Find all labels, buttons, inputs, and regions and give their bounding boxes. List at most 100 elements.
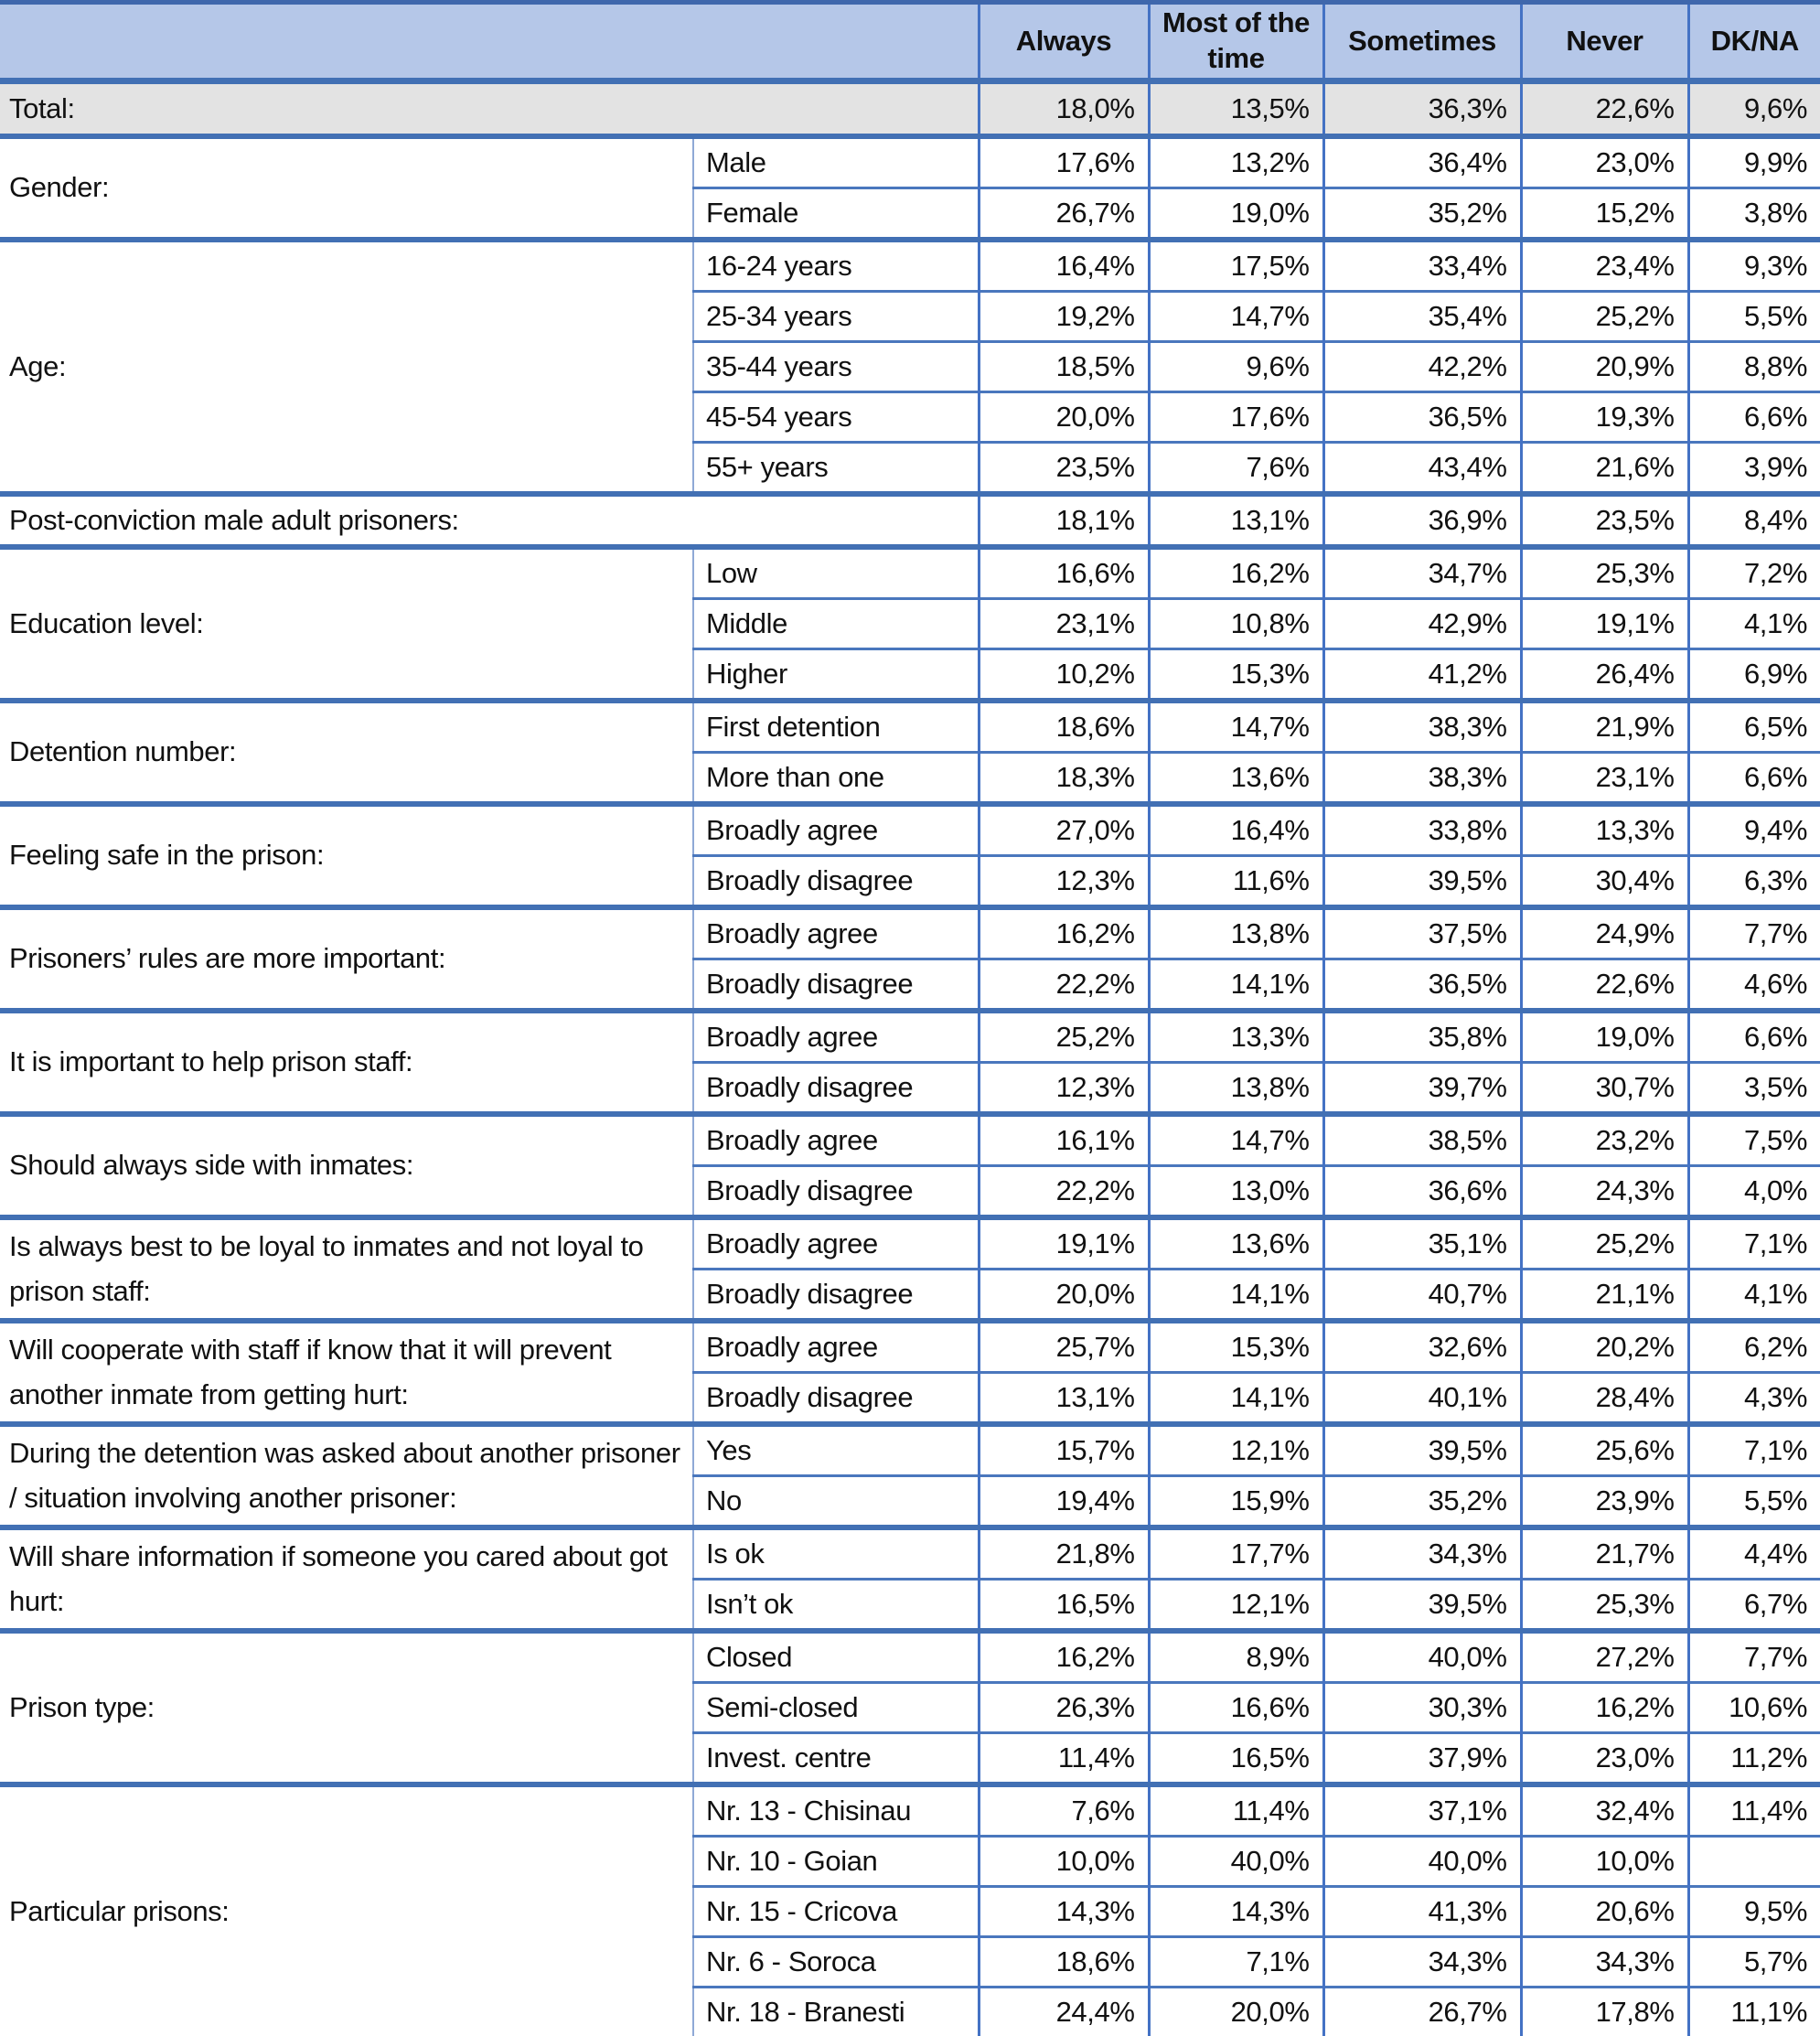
- value-cell: 14,1%: [1149, 1270, 1323, 1322]
- category-cell: During the detention was asked about ano…: [0, 1424, 693, 1527]
- value-cell: 16,4%: [979, 240, 1149, 292]
- value-cell: 3,8%: [1688, 188, 1820, 241]
- value-cell: 35,2%: [1323, 1476, 1521, 1528]
- subcategory-cell: 35-44 years: [693, 342, 979, 392]
- value-cell: 13,2%: [1149, 136, 1323, 188]
- subcategory-cell: Yes: [693, 1424, 979, 1476]
- value-cell: 21,7%: [1521, 1527, 1688, 1580]
- value-cell: 11,4%: [1149, 1784, 1323, 1837]
- value-cell: 20,0%: [979, 1270, 1149, 1322]
- value-cell: 36,5%: [1323, 959, 1521, 1012]
- value-cell: 22,2%: [979, 959, 1149, 1012]
- value-cell: 18,1%: [979, 494, 1149, 547]
- subcategory-cell: Nr. 10 - Goian: [693, 1837, 979, 1887]
- value-cell: 20,0%: [979, 392, 1149, 443]
- value-cell: 19,3%: [1521, 392, 1688, 443]
- value-cell: 22,2%: [979, 1166, 1149, 1218]
- table-row: Should always side with inmates:Broadly …: [0, 1114, 1820, 1166]
- value-cell: 7,7%: [1688, 1631, 1820, 1683]
- value-cell: 11,2%: [1688, 1733, 1820, 1785]
- value-cell: 34,3%: [1521, 1937, 1688, 1988]
- subcategory-cell: Semi-closed: [693, 1683, 979, 1733]
- value-cell: 16,6%: [979, 547, 1149, 599]
- value-cell: 4,1%: [1688, 1270, 1820, 1322]
- value-cell: 10,0%: [979, 1837, 1149, 1887]
- value-cell: 26,3%: [979, 1683, 1149, 1733]
- value-cell: 13,5%: [1149, 81, 1323, 137]
- value-cell: 20,9%: [1521, 342, 1688, 392]
- value-cell: 18,6%: [979, 1937, 1149, 1988]
- value-cell: 13,6%: [1149, 753, 1323, 805]
- subcategory-cell: Broadly disagree: [693, 1270, 979, 1322]
- value-cell: 39,5%: [1323, 1424, 1521, 1476]
- subcategory-cell: Middle: [693, 599, 979, 649]
- value-cell: 13,3%: [1521, 804, 1688, 856]
- value-cell: 25,3%: [1521, 547, 1688, 599]
- value-cell: 23,0%: [1521, 1733, 1688, 1785]
- value-cell: 9,6%: [1688, 81, 1820, 137]
- value-cell: 11,1%: [1688, 1988, 1820, 2036]
- subcategory-cell: Is ok: [693, 1527, 979, 1580]
- value-cell: 21,8%: [979, 1527, 1149, 1580]
- value-cell: 24,4%: [979, 1988, 1149, 2036]
- value-cell: 25,2%: [1521, 1217, 1688, 1270]
- subcategory-cell: Broadly disagree: [693, 1063, 979, 1115]
- value-cell: 37,1%: [1323, 1784, 1521, 1837]
- value-cell: 23,1%: [979, 599, 1149, 649]
- value-cell: 23,2%: [1521, 1114, 1688, 1166]
- value-cell: 16,2%: [1521, 1683, 1688, 1733]
- value-cell: 6,5%: [1688, 701, 1820, 753]
- category-cell: Will cooperate with staff if know that i…: [0, 1321, 693, 1424]
- value-cell: 25,2%: [979, 1011, 1149, 1063]
- value-cell: 17,5%: [1149, 240, 1323, 292]
- subcategory-cell: 45-54 years: [693, 392, 979, 443]
- subcategory-cell: Broadly agree: [693, 1114, 979, 1166]
- subcategory-cell: 25-34 years: [693, 292, 979, 342]
- category-cell: Particular prisons:: [0, 1784, 693, 2036]
- value-cell: 42,2%: [1323, 342, 1521, 392]
- subcategory-cell: No: [693, 1476, 979, 1528]
- value-cell: 5,5%: [1688, 292, 1820, 342]
- value-cell: 33,4%: [1323, 240, 1521, 292]
- value-cell: 22,6%: [1521, 81, 1688, 137]
- value-cell: 19,2%: [979, 292, 1149, 342]
- value-cell: 27,0%: [979, 804, 1149, 856]
- table-row: Total:18,0%13,5%36,3%22,6%9,6%: [0, 81, 1820, 137]
- value-cell: 19,0%: [1149, 188, 1323, 241]
- value-cell: 21,1%: [1521, 1270, 1688, 1322]
- subcategory-cell: Male: [693, 136, 979, 188]
- value-cell: 8,8%: [1688, 342, 1820, 392]
- value-cell: 40,1%: [1323, 1373, 1521, 1425]
- value-cell: 13,3%: [1149, 1011, 1323, 1063]
- value-cell: 33,8%: [1323, 804, 1521, 856]
- value-cell: 43,4%: [1323, 443, 1521, 495]
- value-cell: 3,9%: [1688, 443, 1820, 495]
- value-cell: 15,7%: [979, 1424, 1149, 1476]
- value-cell: 3,5%: [1688, 1063, 1820, 1115]
- subcategory-cell: Broadly agree: [693, 1011, 979, 1063]
- value-cell: 17,6%: [979, 136, 1149, 188]
- value-cell: 10,6%: [1688, 1683, 1820, 1733]
- value-cell: 11,4%: [979, 1733, 1149, 1785]
- category-cell: Education level:: [0, 547, 693, 701]
- value-cell: 16,6%: [1149, 1683, 1323, 1733]
- value-cell: 34,3%: [1323, 1937, 1521, 1988]
- category-cell: Will share information if someone you ca…: [0, 1527, 693, 1631]
- survey-table-body: Total:18,0%13,5%36,3%22,6%9,6%Gender:Mal…: [0, 81, 1820, 2036]
- value-cell: 16,4%: [1149, 804, 1323, 856]
- value-cell: 7,2%: [1688, 547, 1820, 599]
- subcategory-cell: Broadly agree: [693, 1217, 979, 1270]
- value-cell: 9,3%: [1688, 240, 1820, 292]
- value-cell: 4,4%: [1688, 1527, 1820, 1580]
- value-cell: 25,6%: [1521, 1424, 1688, 1476]
- table-row: Is always best to be loyal to inmates an…: [0, 1217, 1820, 1270]
- value-cell: 38,3%: [1323, 701, 1521, 753]
- subcategory-cell: Broadly disagree: [693, 1373, 979, 1425]
- value-cell: 39,5%: [1323, 856, 1521, 908]
- value-cell: 24,9%: [1521, 907, 1688, 959]
- subcategory-cell: 55+ years: [693, 443, 979, 495]
- value-cell: 5,5%: [1688, 1476, 1820, 1528]
